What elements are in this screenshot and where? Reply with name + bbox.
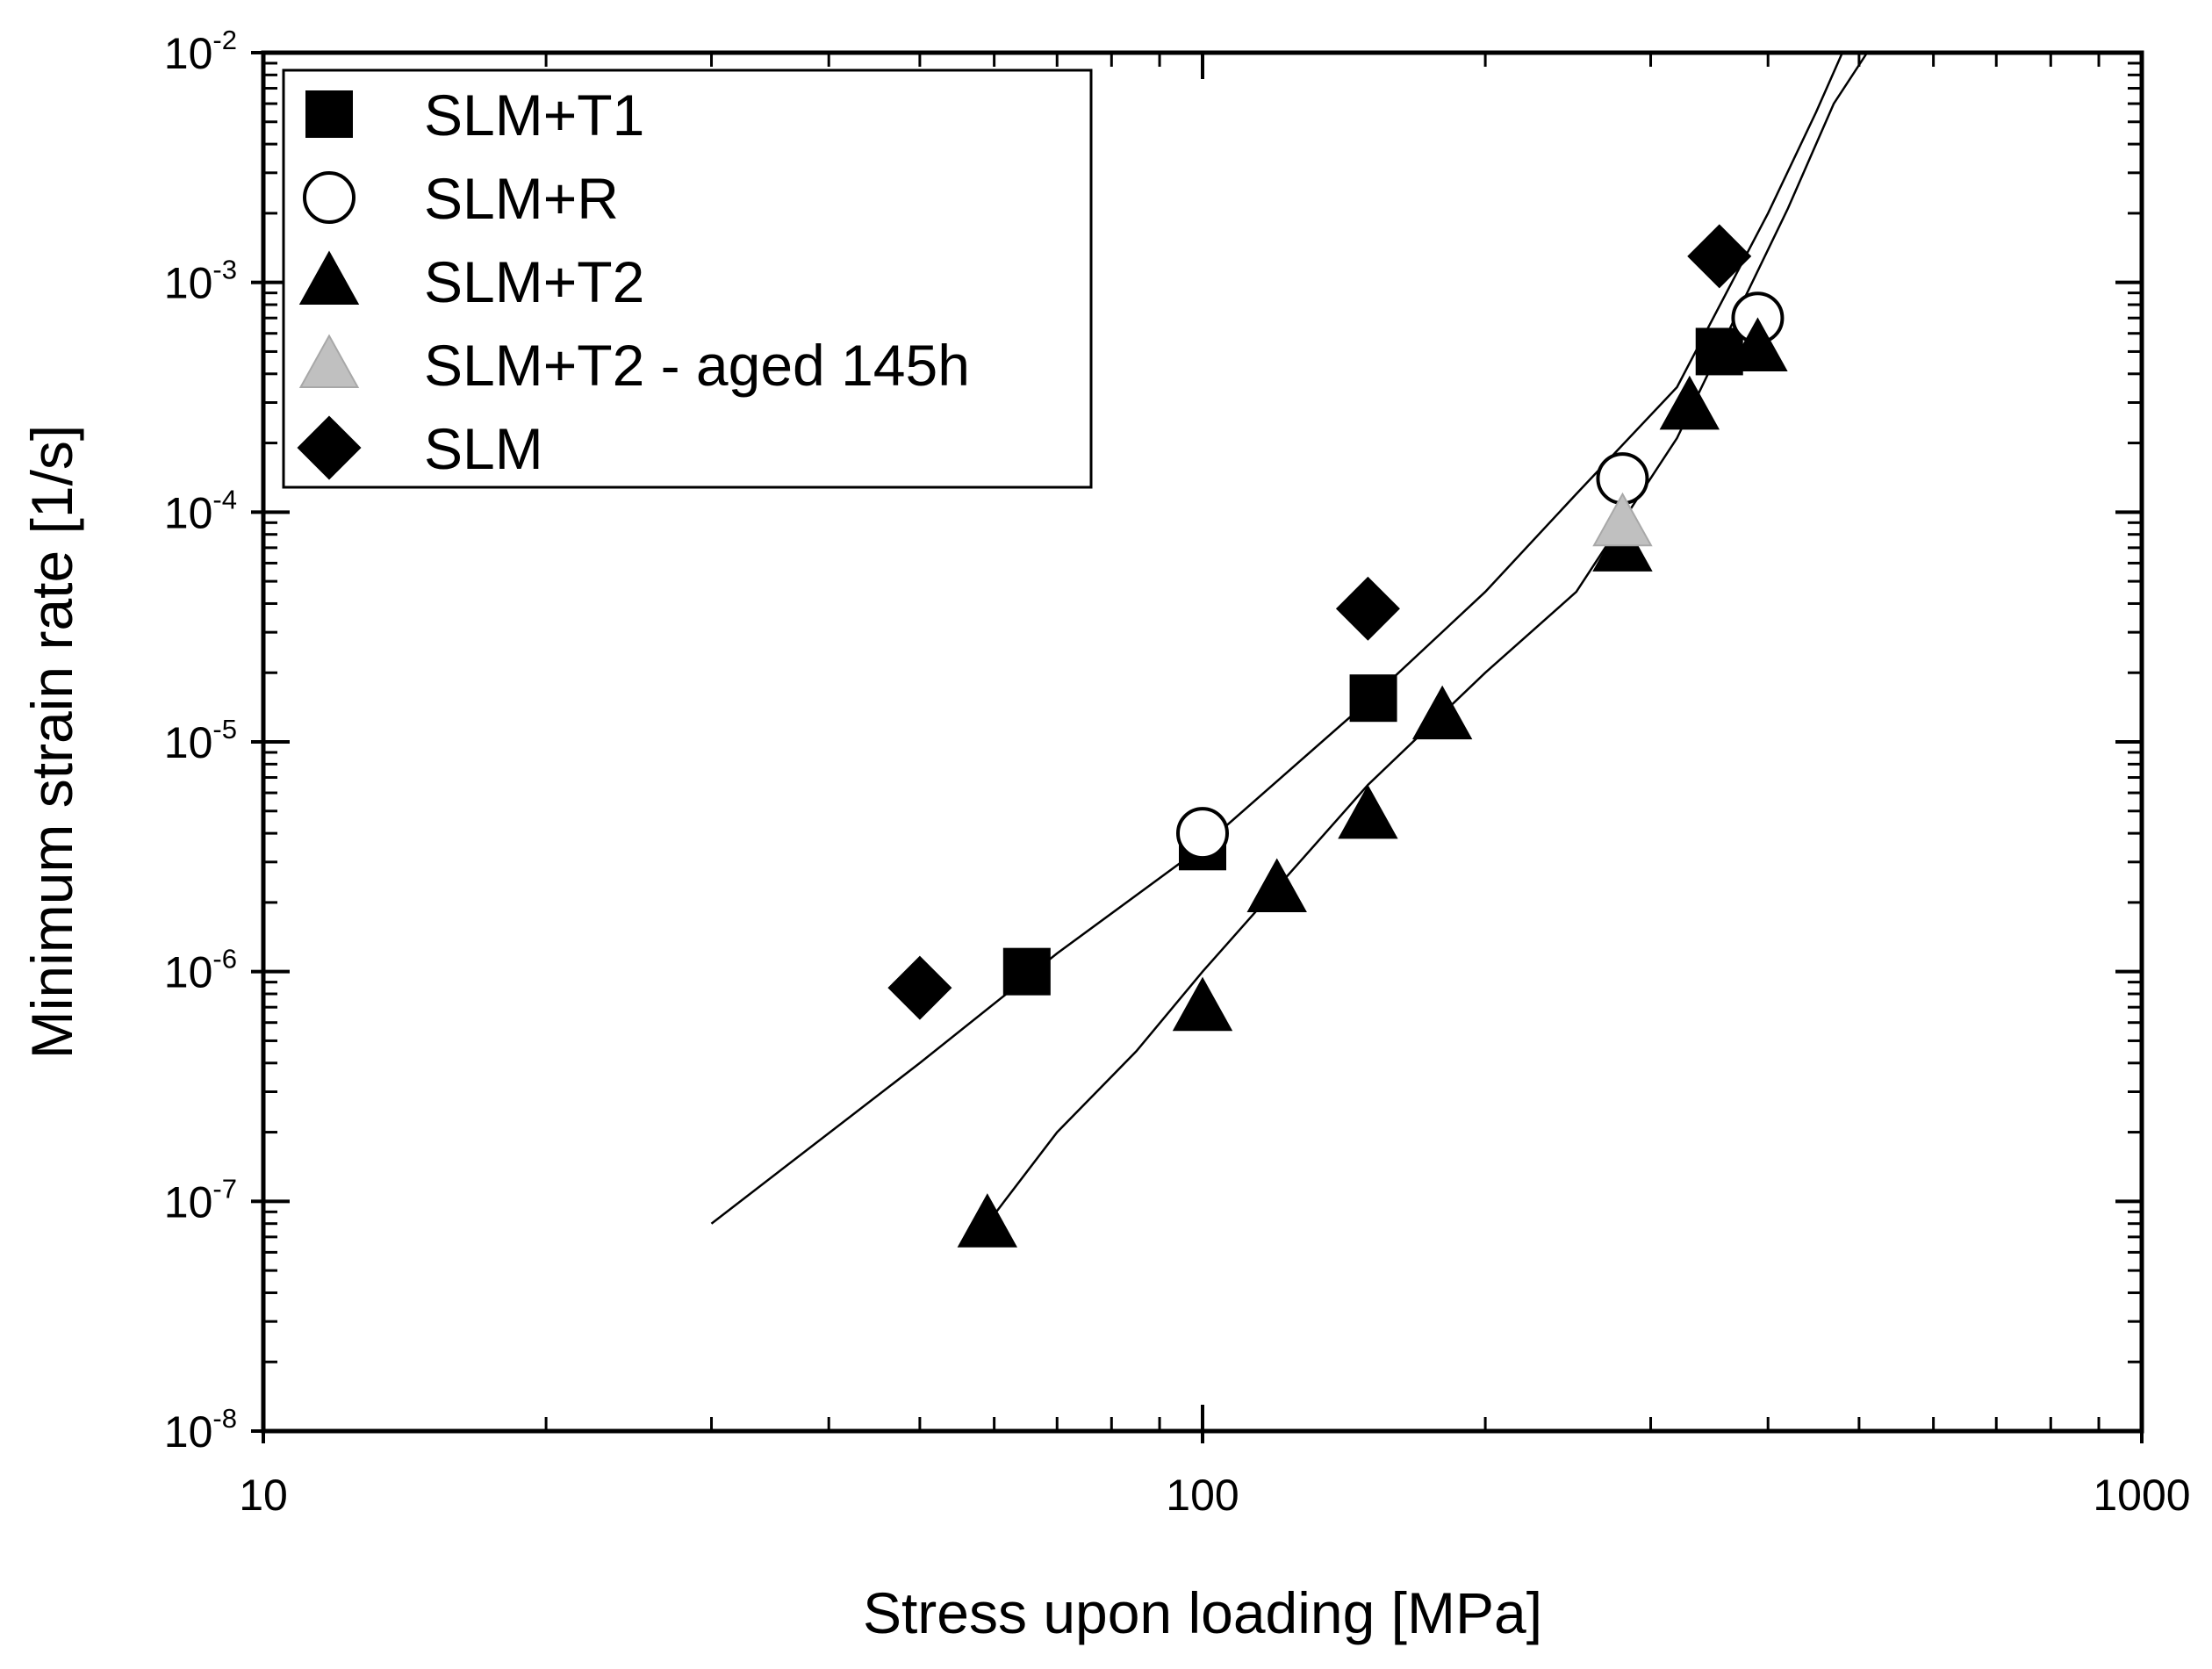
legend-label: SLM+T2 - aged 145h (424, 333, 970, 398)
major-ticks (251, 51, 2144, 1443)
y-tick-label: 10-6 (164, 944, 237, 997)
legend-label: SLM+R (424, 166, 619, 231)
y-axis-title: Minimum strain rate [1/s] (19, 425, 84, 1060)
data-point-slm-t2 (1172, 976, 1233, 1032)
x-tick-label: 10 (239, 1471, 288, 1520)
x-tick-label: 100 (1166, 1471, 1239, 1520)
legend-marker-1 (305, 90, 353, 138)
legend-label: SLM (424, 416, 543, 481)
legend-label: SLM+T2 (424, 249, 644, 314)
y-tick-label: 10-5 (164, 714, 237, 767)
y-tick-labels: 10-8 10-7 10-6 10-5 10-4 10-3 10-2 (164, 25, 237, 1457)
data-point-slm-t2 (1246, 858, 1307, 913)
legend-label: SLM+T1 (424, 83, 644, 147)
data-point-slm (1335, 576, 1400, 641)
data-point-slm-t2 (1338, 784, 1398, 839)
y-tick-label: 10-7 (164, 1173, 237, 1227)
legend-box (282, 68, 1093, 489)
data-point-slm-t2 (1659, 375, 1720, 430)
legend-marker-4 (298, 334, 360, 388)
y-tick-label: 10-8 (164, 1403, 237, 1457)
fit-line-2 (986, 52, 1869, 1225)
y-tick-label: 10-2 (164, 25, 237, 78)
y-tick-label: 10-3 (164, 255, 237, 308)
data-point-slm-r (1176, 807, 1229, 860)
data-point-slm-t2-aged-145h (1592, 492, 1653, 547)
data-point-slm-t1 (1002, 947, 1051, 996)
data-point-slm-t2 (1727, 317, 1788, 371)
data-point-slm (887, 955, 952, 1020)
y-tick-label: 10-4 (164, 484, 237, 537)
legend: SLM+T1 SLM+R SLM+T2 SLM+T2 - aged 145h SLM (282, 68, 1093, 489)
x-tick-label: 1000 (2093, 1471, 2190, 1520)
legend-marker-5 (297, 415, 362, 480)
data-point-slm-t2 (957, 1193, 1018, 1248)
legend-marker-2 (303, 171, 356, 224)
data-point-slm-t2 (1411, 685, 1473, 740)
data-point-slm-t1 (1349, 674, 1397, 723)
legend-items: SLM+T1 SLM+R SLM+T2 SLM+T2 - aged 145h SLM (297, 83, 970, 481)
data-points (887, 224, 1788, 1248)
data-point-slm (1687, 224, 1752, 289)
minor-ticks (263, 53, 2142, 1431)
legend-marker-3 (298, 250, 360, 305)
x-axis-title: Stress upon loading [MPa] (863, 1580, 1542, 1645)
x-tick-labels: 10 100 1000 (239, 1471, 2190, 1520)
